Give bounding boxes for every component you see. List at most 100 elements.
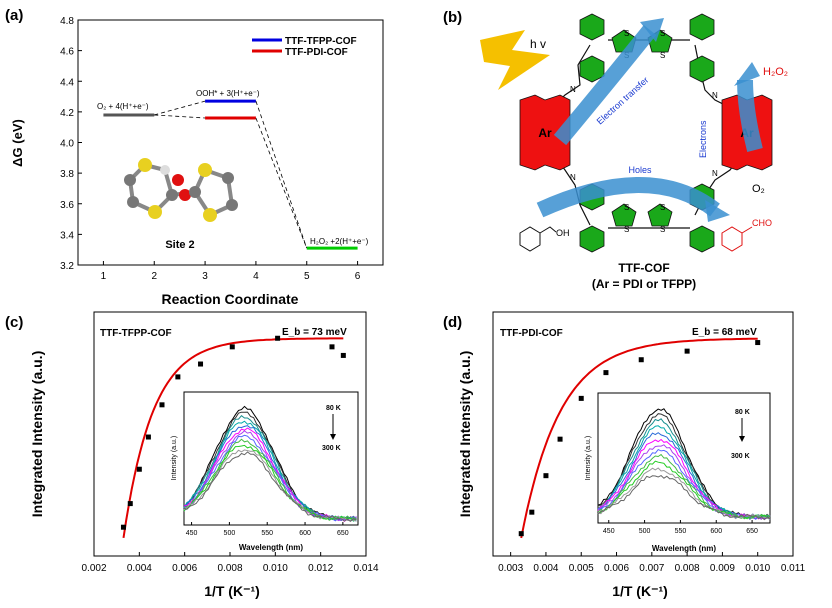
inset-c-xtick-label: 550 [261,530,273,537]
chart-d-point [543,473,549,479]
benzaldehyde-ring [721,226,743,252]
scheme-caption-subtitle: (Ar = PDI or TFPP) [592,277,696,291]
chart-a-ytick-label: 3.2 [60,261,74,272]
chart-d-ylabel: Integrated Intensity (a.u.) [457,351,473,517]
chart-d-title: TTF-PDI-COF [500,328,563,339]
chart-d-annotation: E_b = 68 meV [692,327,757,338]
chart-a-ytick-label: 3.8 [60,169,74,180]
chart-d-point [518,531,524,537]
scheme-b: h v S S S S S S [480,13,788,291]
chart-d-inset-xlabel: Wavelength (nm) [652,544,716,553]
chart-c-point [329,344,335,350]
chart-a: 3.2 3.4 3.6 3.8 4.0 4.2 4.4 4.6 4.8 1 2 3 4 5 6 ΔG (e… [10,16,384,307]
inset-c-spectrum [183,451,357,523]
chart-c-title: TTF-TFPP-COF [100,328,172,339]
chart-d-point [638,357,644,363]
inset-c-spectrum [183,444,357,522]
chart-d-point [684,348,690,354]
chart-a-ytick-label: 4.2 [60,108,74,119]
chart-a-ytick-label: 3.4 [60,230,74,241]
inset-d-xtick-label: 650 [746,528,758,535]
legend-label-pdi: TTF-PDI-COF [285,47,348,58]
inset-label-site2: Site 2 [165,239,194,251]
energy-connector-3 [255,117,308,249]
panel-label-a: (a) [5,7,23,24]
chart-d-xtick-label: 0.005 [569,563,594,574]
chart-a-ytick-label: 4.8 [60,16,74,27]
chart-c-point [175,374,181,380]
chart-a-ytick-label: 4.0 [60,139,74,150]
chart-c-xlabel: 1/T (K⁻¹) [204,583,260,599]
chart-d-xtick-label: 0.003 [498,563,523,574]
chart-d-inset-ylabel: Intensity (a.u.) [585,436,592,480]
chart-d-xtick-label: 0.009 [710,563,735,574]
chart-c-point [145,434,151,440]
scheme-caption-title: TTF-COF [618,261,669,275]
chart-c-xtick-label: 0.010 [263,563,288,574]
chart-c-point [159,402,165,408]
h2o2-product-label: H₂O₂ [763,66,788,78]
chart-a-ytick-label: 3.6 [60,200,74,211]
chart-a-ytick-label: 4.6 [60,47,74,58]
sulfur-label-6: S [624,225,629,234]
inset-c-xtick-label: 500 [224,530,236,537]
chart-a-ylabel: ΔG (eV) [10,119,25,167]
inset-d-spectrum [597,432,771,520]
holes-arrow [536,177,720,218]
nitrogen-label-1: N [570,85,576,94]
chart-d-xtick-label: 0.011 [781,563,806,574]
molecule-site-2 [124,158,238,222]
cho-label: CHO [752,218,772,228]
chart-a-xtick-label: 2 [151,271,157,282]
inset-d-xtick-label: 500 [639,528,651,535]
panel-label-c: (c) [5,314,23,331]
level-label-ooh: OOH* + 3(H⁺+e⁻) [196,89,260,98]
nitrogen-label-2: N [712,91,718,100]
level-label-h2o2: H₂O₂ +2(H⁺+e⁻) [310,237,369,246]
level-label-o2: O₂ + 4(H⁺+e⁻) [97,102,149,111]
sulfur-label-4: S [660,51,665,60]
chart-d-inset-frame [597,392,771,524]
chart-d: 0.003 0.004 0.005 0.006 0.007 0.008 0.009 0.010… [457,311,806,599]
chart-a-xlabel: Reaction Coordinate [162,291,299,307]
chart-c-fit-curve [122,337,344,539]
chart-d-xtick-label: 0.010 [745,563,770,574]
chart-c-point [120,524,126,530]
chart-d-xtick-label: 0.008 [675,563,700,574]
inset-d-xtick-label: 550 [675,528,687,535]
chart-d-point [557,436,563,442]
chart-d-fit-curve [520,337,758,539]
chart-c-xtick-label: 0.008 [217,563,242,574]
legend-label-tfpp: TTF-TFPP-COF [285,36,357,47]
inset-c-xtick-label: 600 [299,530,311,537]
chart-c-ylabel: Integrated Intensity (a.u.) [29,351,45,517]
inset-c-xtick-label: 650 [337,530,349,537]
sulfur-label-1: S [624,29,629,38]
chart-c-annotation: E_b = 73 meV [282,327,347,338]
chart-c-point [198,361,204,367]
electrons-label: Electrons [698,120,708,158]
chart-a-xtick-label: 4 [253,271,259,282]
sulfur-label-3: S [660,29,665,38]
holes-label: Holes [628,165,652,175]
chart-c-xtick-label: 0.012 [308,563,333,574]
chart-c-xtick-label: 0.004 [127,563,152,574]
panel-label-d: (d) [443,314,462,331]
inset-d-xtick-label: 600 [710,528,722,535]
chart-c-inset-arrow-top: 80 K [326,405,341,412]
chart-c-point [229,344,235,350]
chart-c-xtick-label: 0.006 [172,563,197,574]
chart-c-xtick-label: 0.014 [353,563,378,574]
chart-c-inset-ylabel: Intensity (a.u.) [171,436,178,480]
inset-d-xtick-label: 450 [603,528,615,535]
panel-label-b: (b) [443,9,462,26]
nitrogen-label-4: N [712,169,718,178]
chart-c-inset-arrow-bottom: 300 K [322,445,341,452]
chart-d-xtick-label: 0.007 [639,563,664,574]
chart-a-xtick-label: 1 [101,271,107,282]
chart-d-inset-arrow-top: 80 K [735,409,750,416]
electrons-arrow [737,79,763,152]
sulfur-label-8: S [660,225,665,234]
chart-c-point [275,335,281,341]
electron-transfer-arrow [553,25,657,146]
